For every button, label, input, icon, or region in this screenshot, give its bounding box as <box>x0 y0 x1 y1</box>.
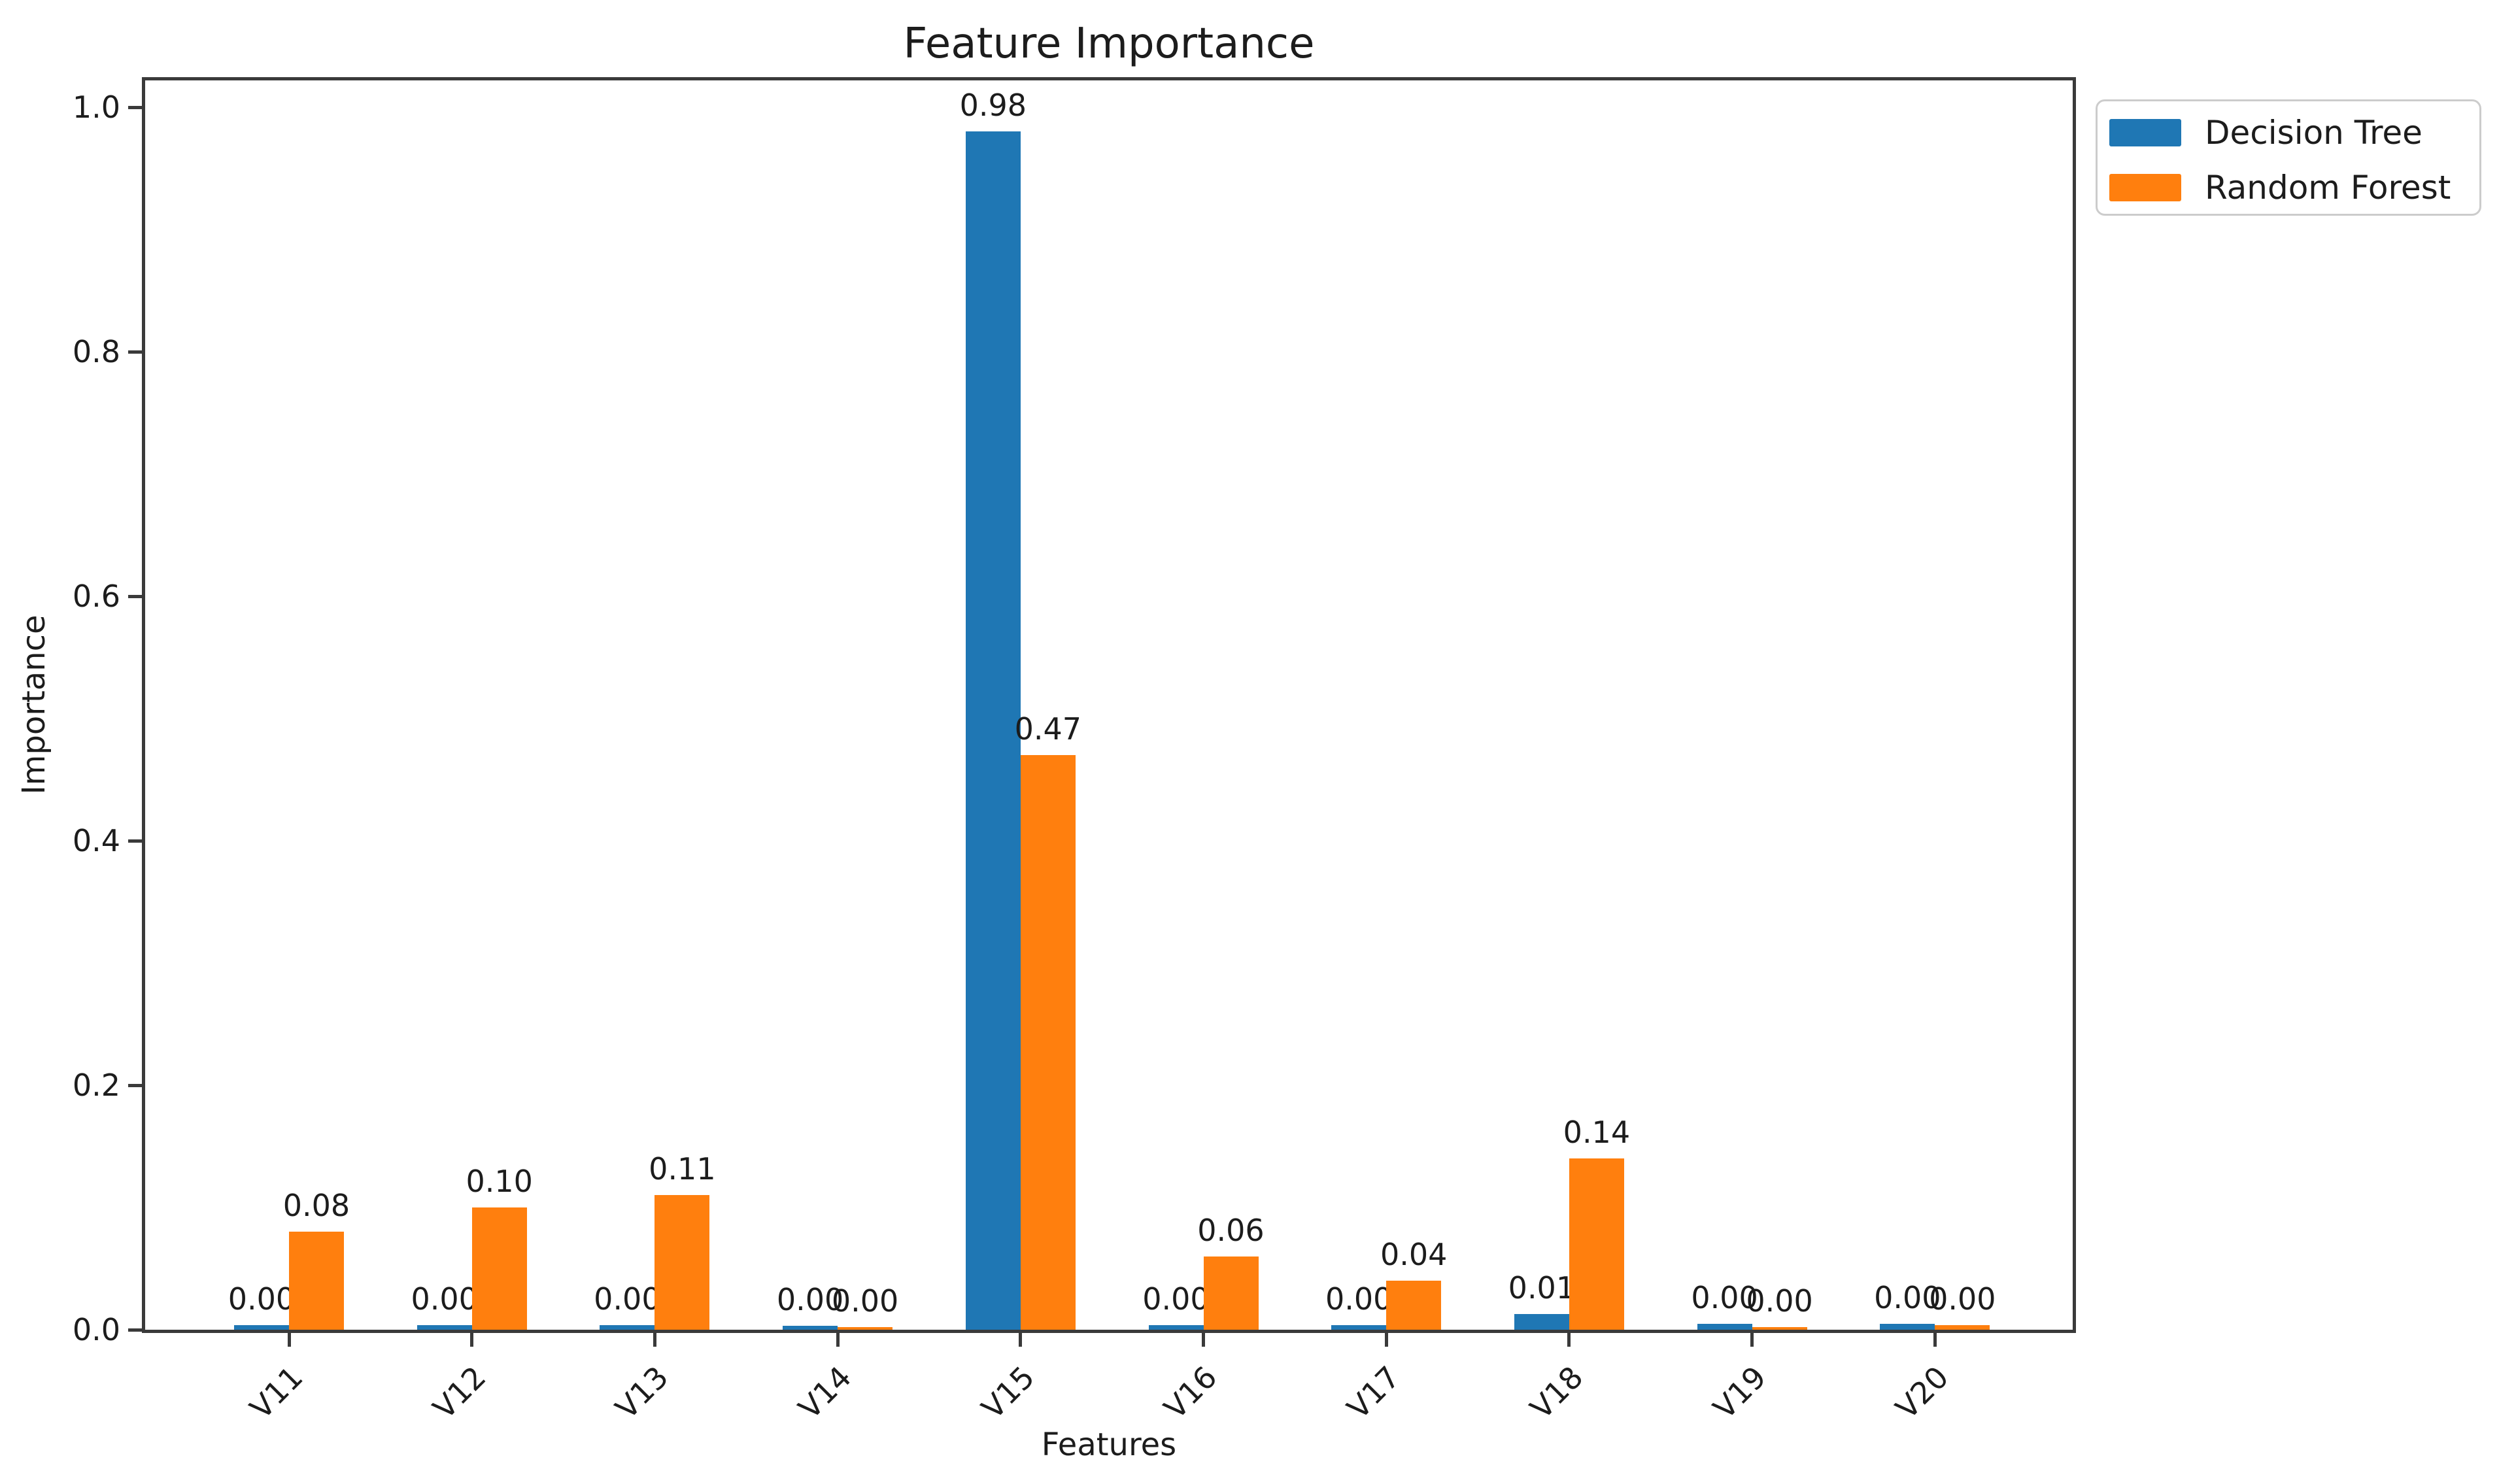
bar-value-label: 0.00 <box>411 1281 478 1317</box>
y-tick-label: 0.8 <box>72 334 120 369</box>
random-forest-bar-V12 <box>471 1207 527 1330</box>
decision-tree-bar-V14 <box>783 1326 838 1330</box>
bar-value-label: 0.98 <box>959 88 1027 123</box>
bar-value-label: 0.06 <box>1197 1213 1265 1248</box>
y-axis-title: Importance <box>16 615 52 795</box>
x-tick-mark <box>1750 1330 1754 1347</box>
decision-tree-bar-V16 <box>1148 1325 1204 1330</box>
bar-value-label: 0.00 <box>228 1281 296 1317</box>
bar-value-label: 0.01 <box>1508 1270 1576 1306</box>
y-tick-label: 0.0 <box>72 1312 120 1347</box>
x-axis-title: Features <box>1041 1426 1177 1463</box>
random-forest-bar-V19 <box>1752 1327 1807 1330</box>
legend-item-decision-tree: Decision Tree <box>2109 113 2422 152</box>
legend-box: Decision Tree Random Forest <box>2096 99 2481 216</box>
decision-tree-bar-V20 <box>1880 1324 1935 1330</box>
decision-tree-bar-V11 <box>234 1325 289 1330</box>
random-forest-bar-V16 <box>1203 1256 1259 1330</box>
decision-tree-bar-V15 <box>965 131 1021 1330</box>
random-forest-bar-V18 <box>1569 1158 1624 1330</box>
chart-title: Feature Importance <box>903 20 1315 68</box>
random-forest-bar-V13 <box>654 1195 710 1330</box>
x-tick-mark <box>1933 1330 1937 1347</box>
bar-value-label: 0.00 <box>776 1282 844 1317</box>
random-forest-bar-V20 <box>1935 1325 1990 1330</box>
bar-value-label: 0.00 <box>1691 1280 1758 1315</box>
x-tick-mark <box>1202 1330 1205 1347</box>
x-tick-label: V17 <box>1340 1359 1407 1426</box>
x-tick-label: V20 <box>1888 1359 1956 1426</box>
bar-value-label: 0.10 <box>466 1164 533 1199</box>
bar-value-label: 0.00 <box>1929 1281 1996 1317</box>
y-tick-mark <box>128 1328 145 1332</box>
x-tick-mark <box>653 1330 656 1347</box>
random-forest-bar-V15 <box>1020 755 1076 1330</box>
x-tick-label: V13 <box>609 1359 675 1426</box>
legend-label: Random Forest <box>2205 169 2451 207</box>
x-tick-label: V11 <box>243 1359 310 1426</box>
legend-item-random-forest: Random Forest <box>2109 168 2451 207</box>
bar-value-label: 0.00 <box>1874 1280 1941 1315</box>
x-tick-label: V14 <box>791 1359 858 1426</box>
x-tick-mark <box>287 1330 291 1347</box>
plot-area <box>142 77 2076 1333</box>
y-tick-label: 1.0 <box>72 90 120 125</box>
x-tick-label: V19 <box>1706 1359 1773 1426</box>
bar-value-label: 0.00 <box>1325 1281 1393 1317</box>
bar-value-label: 0.00 <box>1746 1283 1813 1319</box>
legend-label: Decision Tree <box>2205 114 2422 152</box>
bar-value-label: 0.11 <box>649 1151 716 1187</box>
random-forest-bar-V11 <box>289 1232 344 1330</box>
y-tick-label: 0.4 <box>72 823 120 858</box>
y-tick-mark <box>128 839 145 843</box>
y-tick-mark <box>128 594 145 598</box>
random-forest-bar-V14 <box>838 1327 893 1330</box>
x-tick-label: V18 <box>1523 1359 1590 1426</box>
random-forest-color-swatch <box>2109 174 2181 201</box>
bar-value-label: 0.14 <box>1563 1115 1631 1150</box>
y-tick-label: 0.6 <box>72 579 120 614</box>
bar-value-label: 0.00 <box>831 1283 899 1319</box>
bar-value-label: 0.04 <box>1380 1237 1448 1272</box>
bar-value-label: 0.08 <box>282 1188 350 1223</box>
x-tick-mark <box>1019 1330 1023 1347</box>
x-tick-mark <box>470 1330 474 1347</box>
bar-value-label: 0.47 <box>1014 711 1081 747</box>
decision-tree-bar-V18 <box>1514 1314 1569 1330</box>
decision-tree-bar-V12 <box>416 1325 472 1330</box>
y-tick-mark <box>128 1083 145 1087</box>
random-forest-bar-V17 <box>1386 1281 1442 1330</box>
plot-inner-region: 0.00 0.00 0.00 0.00 0.98 0.00 0.00 0.01 0.00 0.00… <box>145 80 2073 1330</box>
decision-tree-bar-V17 <box>1331 1325 1387 1330</box>
x-tick-label: V15 <box>974 1359 1042 1426</box>
x-tick-label: V12 <box>426 1359 493 1426</box>
bar-value-label: 0.00 <box>1142 1281 1210 1317</box>
y-tick-mark <box>128 350 145 354</box>
x-tick-mark <box>1384 1330 1388 1347</box>
x-tick-label: V16 <box>1157 1359 1224 1426</box>
y-tick-mark <box>128 105 145 109</box>
x-tick-mark <box>836 1330 840 1347</box>
y-tick-label: 0.2 <box>72 1068 120 1103</box>
bar-value-label: 0.00 <box>594 1281 661 1317</box>
decision-tree-bar-V19 <box>1697 1324 1752 1330</box>
x-tick-mark <box>1567 1330 1571 1347</box>
decision-tree-bar-V13 <box>600 1325 655 1330</box>
decision-tree-color-swatch <box>2109 119 2181 146</box>
